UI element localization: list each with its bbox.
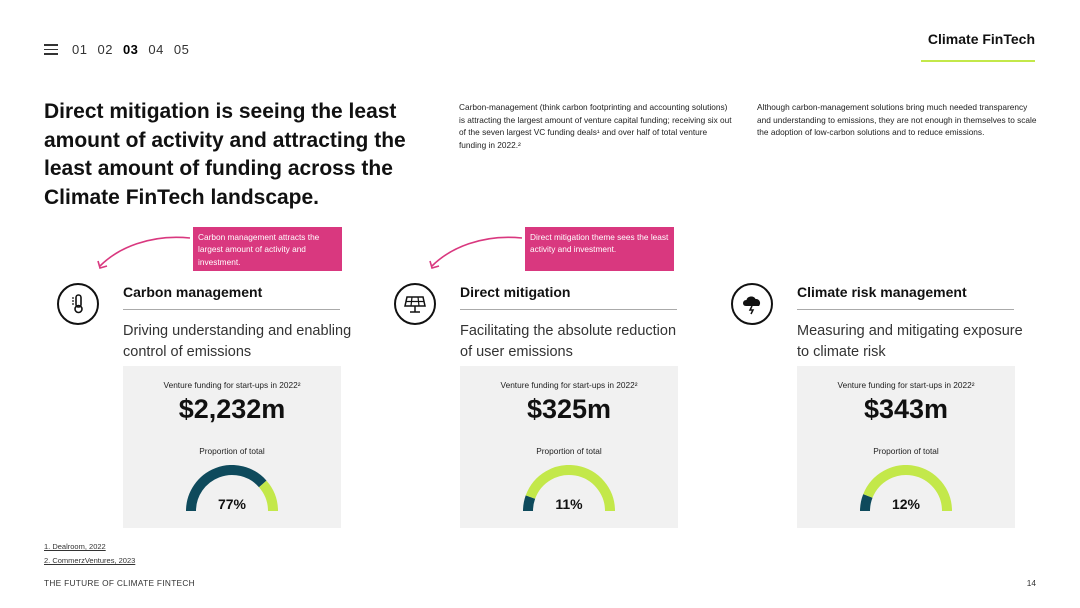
gauge-remainder-arc: [258, 480, 278, 512]
nav-page-04[interactable]: 04: [148, 42, 164, 57]
thermometer-icon: [57, 283, 99, 325]
category-description: Measuring and mitigating exposure to cli…: [797, 323, 1023, 360]
funding-amount: $2,232m: [178, 394, 286, 424]
page-number: 14: [1026, 578, 1036, 588]
proportion-value: 11%: [555, 496, 583, 512]
callout-arrow-icon: [429, 236, 523, 269]
funding-label: Venture funding for start-ups in 2022²: [500, 380, 638, 390]
footnote-1[interactable]: 1. Dealroom, 2022: [44, 542, 106, 551]
footnote-2[interactable]: 2. CommerzVentures, 2023: [44, 556, 136, 565]
proportion-gauge: [523, 465, 615, 512]
intro-paragraph-2: Although carbon-management solutions bri…: [757, 102, 1037, 137]
storm-cloud-icon: [731, 283, 773, 325]
gauge-share-arc: [860, 494, 873, 512]
funding-card-carbon-management: Venture funding for start-ups in 2022² $…: [123, 366, 341, 528]
proportion-value: 77%: [217, 496, 247, 512]
proportion-label: Proportion of total: [536, 446, 602, 456]
footer-title: THE FUTURE OF CLIMATE FINTECH: [44, 578, 195, 588]
funding-amount: $343m: [863, 394, 949, 424]
proportion-value: 12%: [891, 496, 921, 512]
gauge-remainder-arc: [863, 465, 952, 512]
gauge-remainder-arc: [525, 465, 615, 512]
proportion-gauge: [186, 465, 278, 512]
category-title: Carbon management: [123, 284, 263, 300]
callout-arrow-icon: [97, 236, 191, 269]
gauge-share-arc: [523, 495, 536, 512]
category-description: Facilitating the absolute reduction of u…: [460, 323, 677, 360]
funding-card-climate-risk-management: Venture funding for start-ups in 2022² $…: [797, 366, 1015, 528]
solar-panel-icon: [394, 283, 436, 325]
funding-card-direct-mitigation: Venture funding for start-ups in 2022² $…: [460, 366, 678, 528]
callout-carbon-management: Carbon management attracts the largest a…: [193, 227, 342, 271]
brand-underline: [921, 60, 1035, 62]
category-title: Direct mitigation: [460, 284, 571, 300]
menu-icon[interactable]: [44, 44, 58, 55]
intro-paragraph-1: Carbon-management (think carbon footprin…: [459, 102, 732, 150]
divider: [460, 309, 677, 310]
nav-page-03[interactable]: 03: [122, 42, 139, 57]
proportion-gauge: [860, 465, 952, 512]
funding-label: Venture funding for start-ups in 2022²: [163, 380, 301, 390]
divider: [123, 309, 340, 310]
nav-page-02[interactable]: 02: [97, 42, 113, 57]
divider: [797, 309, 1014, 310]
proportion-label: Proportion of total: [873, 446, 939, 456]
nav-page-01[interactable]: 01: [72, 42, 88, 57]
funding-label: Venture funding for start-ups in 2022²: [837, 380, 975, 390]
callout-direct-mitigation: Direct mitigation theme sees the least a…: [525, 227, 674, 271]
funding-amount: $325m: [526, 394, 612, 424]
page-headline: Direct mitigation is seeing the least am…: [44, 100, 406, 209]
gauge-share-arc: [186, 465, 267, 512]
nav-page-05[interactable]: 05: [173, 42, 190, 57]
category-title: Climate risk management: [797, 284, 967, 300]
category-description: Driving understanding and enabling contr…: [123, 323, 352, 360]
page-nav: 01 02 03 04 05: [44, 42, 189, 57]
proportion-label: Proportion of total: [199, 446, 265, 456]
brand-logo: Climate FinTech: [927, 31, 1035, 47]
